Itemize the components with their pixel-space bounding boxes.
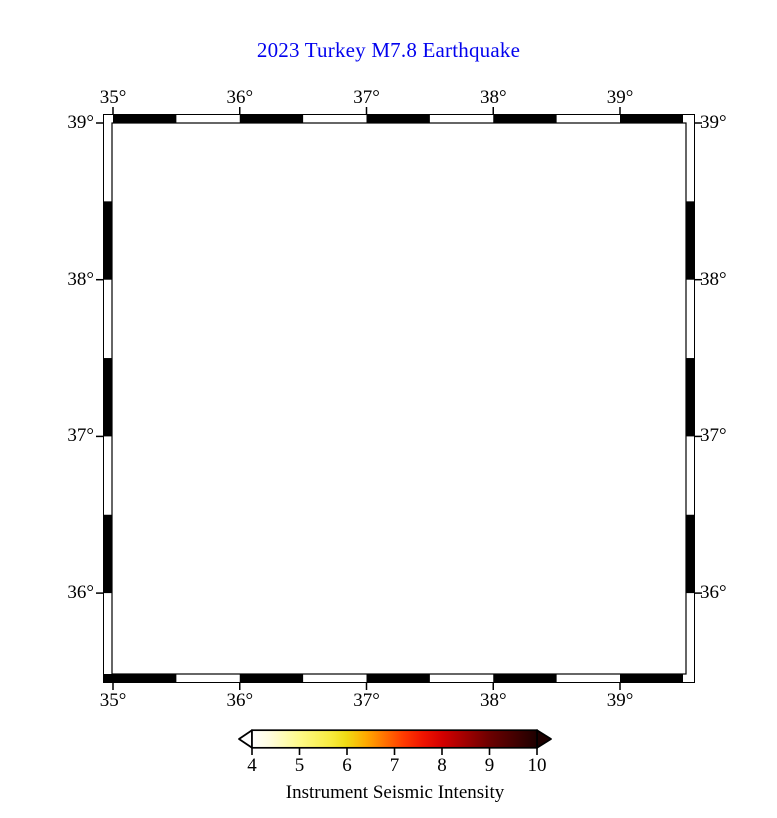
frame-seg-left — [104, 514, 112, 594]
frame-seg-bottom — [366, 674, 430, 682]
tick-left — [96, 278, 104, 281]
tick-right — [694, 592, 702, 594]
tick-right — [694, 122, 702, 124]
axis-tick-label-bottom: 38° — [479, 690, 507, 711]
axis-tick-label-top: 37° — [353, 87, 380, 108]
axis-tick-label-left: 39° — [67, 112, 94, 133]
axis-tick-label-top: 36° — [226, 87, 254, 108]
axis-tick-label-bottom: 36° — [226, 690, 254, 711]
frame-band — [104, 115, 694, 682]
axis-tick-label-bottom: 37° — [353, 690, 380, 711]
frame-seg-bottom — [493, 674, 557, 682]
tick-left — [96, 122, 104, 124]
tick-bottom — [112, 682, 114, 690]
axis-tick-label-bottom: 35° — [99, 690, 127, 711]
axis-tick-label-right: 38° — [700, 268, 727, 290]
axis-tick-label-bottom: 39° — [606, 690, 634, 711]
axis-tick-label-right: 36° — [700, 582, 727, 604]
tick-bottom — [365, 682, 368, 690]
axis-tick-label-right: 39° — [700, 112, 727, 133]
tick-top — [492, 107, 494, 115]
colorbar-tick-label: 9 — [484, 755, 495, 776]
axis-tick-label-top: 38° — [479, 87, 507, 108]
frame-seg-right — [686, 514, 694, 594]
axis-tick-label-top: 39° — [606, 87, 634, 108]
tick-left — [96, 592, 104, 594]
colorbar-arrow-left — [238, 729, 253, 749]
tick-bottom — [492, 682, 494, 690]
colorbar-tick-label: 10 — [527, 755, 547, 776]
axis-tick-label-left: 36° — [67, 582, 94, 604]
frame-seg-top — [113, 115, 177, 123]
tick-top — [365, 107, 368, 115]
colorbar-gradient — [251, 729, 538, 749]
colorbar: 4 5 6 7 8 9 10 Instrument Seismic Intensity — [230, 724, 560, 814]
tick-bottom — [619, 682, 621, 690]
frame-seg-bottom — [239, 674, 304, 682]
tick-right — [694, 435, 702, 438]
tick-top — [239, 107, 241, 115]
frame-seg-bottom — [104, 674, 177, 682]
frame-seg-left — [104, 358, 112, 437]
axis-tick-label-left: 38° — [67, 268, 94, 290]
tick-bottom — [239, 682, 241, 690]
colorbar-caption: Instrument Seismic Intensity — [285, 782, 505, 803]
colorbar-tick-label: 7 — [389, 755, 400, 776]
tick-top — [112, 107, 114, 115]
colorbar-tick-label: 5 — [294, 755, 305, 776]
tick-right — [694, 278, 702, 281]
axis-tick-label-right: 37° — [700, 425, 727, 447]
map-border — [111, 122, 687, 675]
frame-seg-top — [620, 115, 683, 123]
colorbar-tick-label: 6 — [342, 755, 352, 776]
frame-seg-top — [239, 115, 304, 123]
figure-title: 2023 Turkey M7.8 Earthquake — [256, 38, 521, 62]
axis-tick-label-left: 37° — [67, 425, 94, 447]
tick-top — [619, 107, 621, 115]
frame-seg-left — [104, 201, 112, 280]
colorbar-tick-label: 4 — [247, 755, 257, 776]
frame-seg-right — [686, 201, 694, 280]
frame-seg-right — [686, 358, 694, 437]
colorbar-ticks — [251, 748, 538, 755]
axis-tick-label-top: 35° — [99, 87, 127, 108]
colorbar-arrow-right — [536, 729, 552, 749]
frame-seg-top — [366, 115, 430, 123]
frame-seg-top — [493, 115, 557, 123]
frame-seg-bottom — [620, 674, 683, 682]
colorbar-tick-label: 8 — [437, 755, 447, 776]
colorbar-bar — [238, 729, 552, 755]
tick-left — [96, 435, 104, 438]
